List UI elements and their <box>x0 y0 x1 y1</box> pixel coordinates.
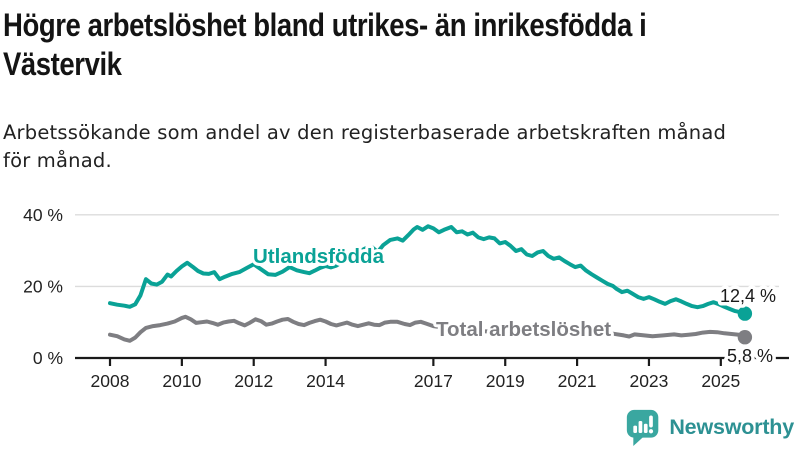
line-chart: 2008 2010 2012 2014 2017 2019 2021 2023 2025 0 % 2… <box>0 190 800 402</box>
page-subtitle-line-2: för månad. <box>3 149 112 172</box>
x-tick-label: 2014 <box>306 371 345 391</box>
page-title-line-2: Västervik <box>3 46 122 82</box>
x-tick-label: 2021 <box>558 371 597 391</box>
series-line-1 <box>108 314 747 343</box>
x-tick-label: 2008 <box>91 371 130 391</box>
y-tick-label: 40 % <box>23 205 63 225</box>
x-tick-label: 2012 <box>234 371 273 391</box>
x-tick-label: 2025 <box>701 371 740 391</box>
newsworthy-logo[interactable]: Newsworthy <box>625 408 794 447</box>
x-tick-label: 2017 <box>414 371 453 391</box>
series-line-0 <box>108 224 747 316</box>
x-tick-label: 2010 <box>162 371 201 391</box>
page-subtitle: Arbetssökande som andel av den registerb… <box>3 119 726 175</box>
series-end-label-1: 5,8 % <box>727 346 773 366</box>
y-tick-label: 0 % <box>33 348 63 368</box>
series-end-label-0: 12,4 % <box>720 286 776 306</box>
series-label-1: Total arbetslöshet <box>436 318 611 341</box>
page-title: Högre arbetslöshet bland utrikes- än inr… <box>3 6 647 84</box>
page-title-line-1: Högre arbetslöshet bland utrikes- än inr… <box>3 7 647 43</box>
series-end-dot-0 <box>737 306 753 321</box>
y-tick-label: 20 % <box>23 276 63 296</box>
newsworthy-logo-text: Newsworthy <box>669 415 794 439</box>
series-end-dot-1 <box>737 330 753 345</box>
chart-canvas: 2008 2010 2012 2014 2017 2019 2021 2023 2025 0 % 2… <box>23 205 789 391</box>
x-tick-label: 2023 <box>629 371 668 391</box>
page-subtitle-line-1: Arbetssökande som andel av den registerb… <box>3 121 727 144</box>
series-label-0: Utlandsfödda <box>253 245 385 268</box>
x-tick-label: 2019 <box>486 371 525 391</box>
newsworthy-chart-bubble-icon <box>627 409 659 446</box>
